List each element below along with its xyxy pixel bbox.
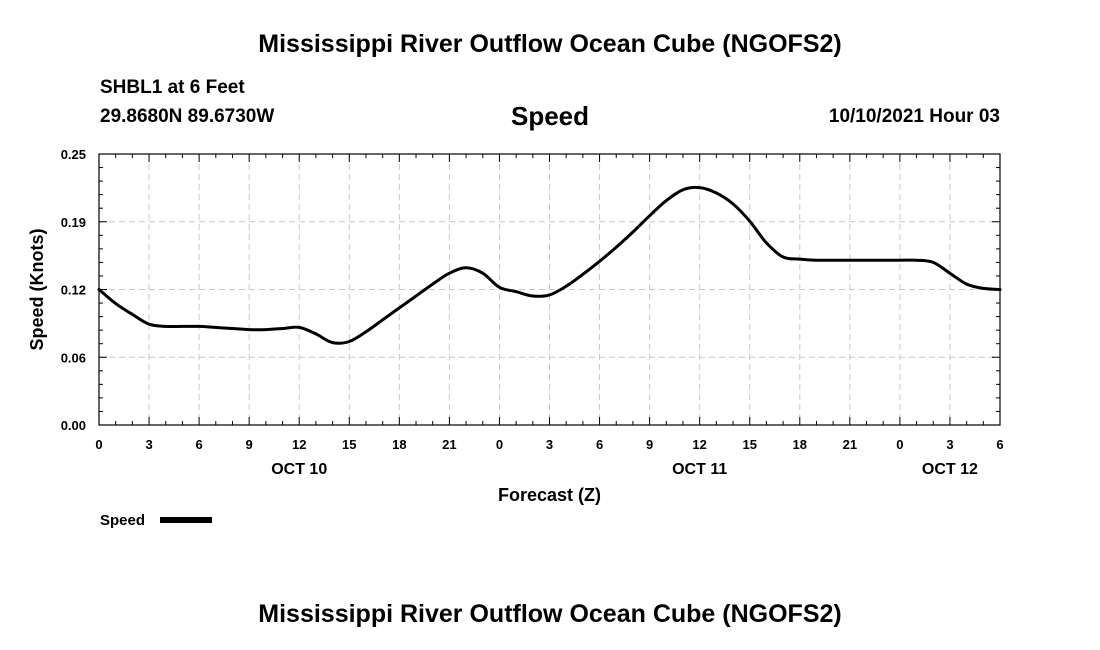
x-tick-labels: 0 3 6 9 12 15 18 21 0 3 6 9 12 15 18 21 0 3 6 (95, 437, 1003, 452)
date-label: OCT 10 (271, 461, 327, 478)
x-tick-label: 15 (342, 437, 356, 452)
major-ticks (98, 153, 1001, 426)
date-label: OCT 12 (922, 461, 978, 478)
station-label: SHBL1 at 6 Feet (100, 77, 245, 98)
y-tick-labels: 0.00 0.06 0.12 0.19 0.25 (61, 147, 86, 433)
legend-label: Speed (100, 512, 145, 529)
x-tick-label: 3 (546, 437, 553, 452)
grid (99, 154, 1000, 425)
y-axis-title: Speed (Knots) (27, 228, 47, 350)
x-tick-label: 18 (793, 437, 807, 452)
x-tick-label: 6 (195, 437, 202, 452)
x-tick-label: 9 (646, 437, 653, 452)
minor-ticks (99, 154, 1000, 425)
x-tick-label: 0 (496, 437, 503, 452)
x-tick-label: 6 (996, 437, 1003, 452)
y-tick-label: 0.19 (61, 215, 86, 230)
x-tick-label: 21 (442, 437, 456, 452)
x-tick-label: 0 (896, 437, 903, 452)
footer-title: Mississippi River Outflow Ocean Cube (NG… (258, 600, 842, 628)
x-tick-label: 3 (946, 437, 953, 452)
x-tick-label: 0 (95, 437, 102, 452)
speed-series-line (97, 185, 1002, 345)
date-labels: OCT 10 OCT 11 OCT 12 (271, 461, 978, 478)
x-tick-label: 18 (392, 437, 406, 452)
x-tick-label: 12 (692, 437, 706, 452)
x-tick-label: 3 (145, 437, 152, 452)
x-axis-title: Forecast (Z) (498, 485, 601, 505)
y-tick-label: 0.00 (61, 418, 86, 433)
x-tick-label: 15 (742, 437, 756, 452)
station-coordinates: 29.8680N 89.6730W (100, 106, 275, 127)
y-tick-label: 0.06 (61, 350, 86, 365)
y-tick-label: 0.25 (61, 147, 86, 162)
forecast-datetime: 10/10/2021 Hour 03 (828, 106, 1000, 127)
x-tick-label: 9 (246, 437, 253, 452)
variable-title: Speed (510, 101, 590, 131)
x-tick-label: 6 (596, 437, 603, 452)
x-tick-label: 21 (843, 437, 857, 452)
chart-title: Mississippi River Outflow Ocean Cube (NG… (258, 30, 842, 58)
y-tick-label: 0.12 (61, 283, 86, 298)
x-tick-label: 12 (292, 437, 306, 452)
date-label: OCT 11 (672, 461, 727, 478)
